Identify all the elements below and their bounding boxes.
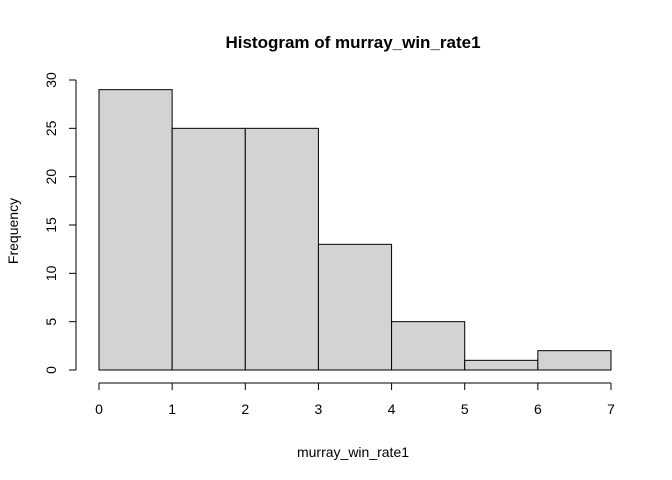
chart-title: Histogram of murray_win_rate1	[225, 33, 480, 52]
histogram-bar-2	[244, 127, 319, 371]
histogram-bar-1	[171, 127, 246, 371]
histogram-bar-0	[98, 89, 173, 371]
y-tick-label-2: 10	[43, 265, 59, 281]
x-tick-label-5: 5	[461, 401, 469, 417]
histogram-bar-6	[537, 350, 612, 371]
histogram-bar-5	[464, 359, 539, 371]
histogram-bar-3	[317, 243, 393, 371]
bars-group	[98, 89, 612, 371]
x-tick-label-6: 6	[534, 401, 542, 417]
x-tick-label-3: 3	[315, 401, 323, 417]
x-tick-label-7: 7	[607, 401, 615, 417]
x-tick-label-2: 2	[241, 401, 249, 417]
y-axis-label: Frequency	[5, 198, 21, 264]
x-axis-label: murray_win_rate1	[297, 444, 409, 460]
y-tick-label-6: 30	[43, 72, 59, 88]
x-tick-label-0: 0	[95, 401, 103, 417]
y-axis: 0 5 10 15 20 25 30	[43, 72, 77, 374]
histogram-bar-4	[391, 321, 466, 371]
y-tick-label-5: 25	[43, 120, 59, 136]
x-axis: 0 1 2 3 4 5 6 7	[95, 382, 615, 417]
y-tick-label-0: 0	[43, 366, 59, 374]
y-tick-label-3: 15	[43, 217, 59, 233]
y-tick-label-1: 5	[43, 318, 59, 326]
y-tick-label-4: 20	[43, 169, 59, 185]
x-tick-label-1: 1	[168, 401, 176, 417]
x-tick-label-4: 4	[388, 401, 396, 417]
